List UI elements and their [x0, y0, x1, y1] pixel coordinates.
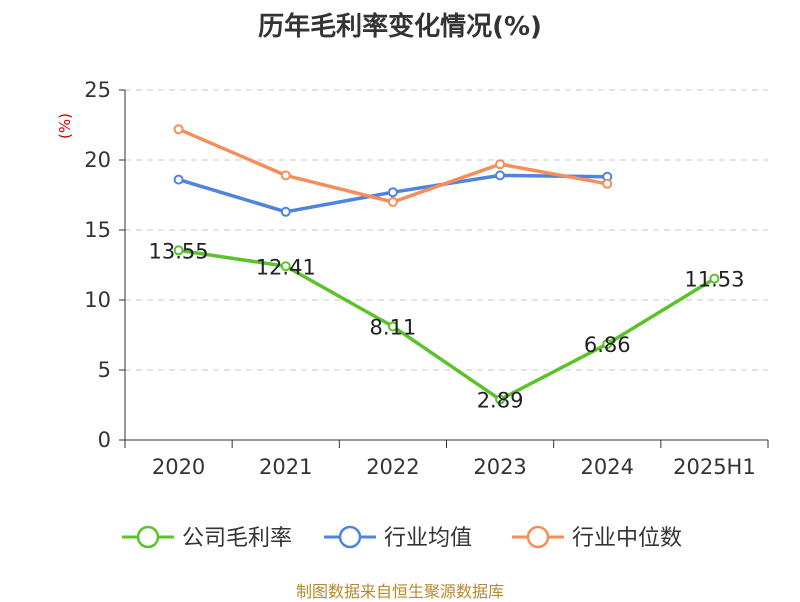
x-tick-label: 2024	[581, 455, 634, 479]
y-tick-label: 15	[84, 218, 111, 242]
data-point	[280, 170, 291, 181]
data-point	[495, 394, 506, 405]
data-point	[387, 321, 398, 332]
x-tick-label: 2020	[152, 455, 205, 479]
data-label: 13.55	[149, 239, 209, 263]
y-axis-unit-label: (%)	[56, 113, 74, 139]
data-label: 6.86	[584, 333, 631, 357]
chart-title: 历年毛利率变化情况(%)	[258, 12, 542, 42]
data-label: 8.11	[370, 315, 417, 339]
data-point	[280, 206, 291, 217]
series-lines	[173, 124, 720, 405]
data-point	[387, 197, 398, 207]
footer-source: 制图数据来自恒生聚源数据库	[295, 582, 504, 601]
data-point	[495, 159, 506, 170]
legend-marker	[526, 525, 550, 549]
data-point	[280, 261, 291, 272]
data-point	[173, 245, 184, 256]
data-point	[602, 338, 613, 349]
y-tick-label: 5	[98, 358, 111, 382]
y-tick-label: 0	[98, 428, 111, 452]
legend-item-label: 行业均值	[384, 526, 472, 551]
data-point	[602, 178, 613, 189]
legend: 公司毛利率 行业均值 行业中位数	[122, 525, 682, 551]
legend-marker	[338, 525, 362, 549]
legend-item-label: 行业中位数	[572, 526, 682, 551]
data-label: 12.41	[256, 255, 316, 279]
axes: 0 5 10 15 20 25 2020 2021 2022 2023 2024 2025H1 (%)	[56, 78, 769, 479]
legend-item-label: 公司毛利率	[182, 526, 292, 551]
x-tick-label: 2025H1	[673, 455, 756, 479]
data-label: 11.53	[684, 268, 744, 292]
data-point	[173, 124, 184, 135]
x-tick-label: 2023	[473, 455, 526, 479]
data-label: 2.89	[477, 389, 524, 413]
data-point	[173, 174, 184, 185]
data-point	[387, 187, 398, 198]
data-labels: 13.55 12.41 8.11 2.89 6.86 11.53	[149, 239, 745, 412]
data-point	[709, 273, 720, 284]
series-line-0	[178, 248, 716, 402]
x-tick-label: 2022	[366, 455, 419, 479]
data-point	[495, 170, 506, 181]
x-tick-label: 2021	[259, 455, 312, 479]
y-tick-label: 20	[84, 148, 111, 172]
y-tick-label: 10	[84, 288, 111, 312]
y-tick-label: 25	[84, 78, 111, 102]
legend-marker	[136, 525, 160, 549]
grid-lines	[125, 89, 768, 371]
